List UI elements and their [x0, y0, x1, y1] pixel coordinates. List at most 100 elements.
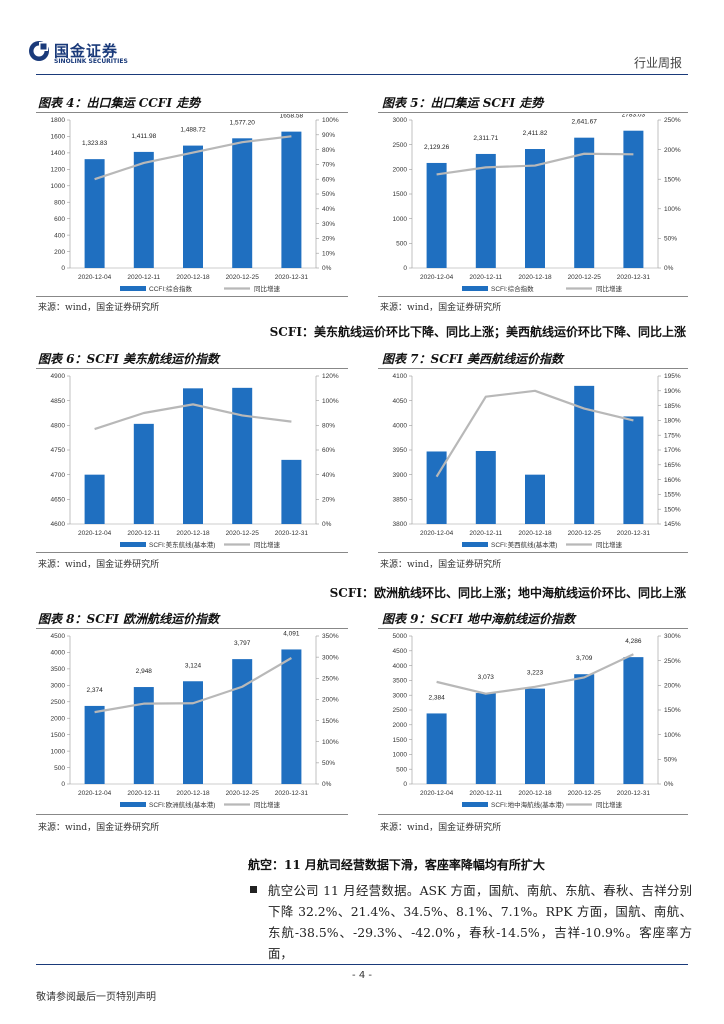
x-tick-label: 2020-12-25	[226, 790, 260, 797]
bar-data-label: 2,384	[428, 694, 445, 701]
legend-bar-swatch	[120, 286, 146, 291]
left-tick-label: 2000	[51, 715, 66, 722]
bar	[475, 450, 496, 524]
right-tick-label: 100%	[322, 398, 339, 405]
page-header: 国金证券 SINOLINK SECURITIES 行业周报	[0, 0, 724, 80]
bar-data-label: 3,223	[527, 670, 544, 677]
x-tick-label: 2020-12-04	[78, 530, 112, 537]
legend-line-label: 同比增速	[254, 284, 281, 293]
right-tick-label: 250%	[322, 675, 339, 682]
bar	[232, 387, 253, 524]
left-tick-label: 4050	[393, 398, 408, 405]
x-tick-label: 2020-12-04	[420, 530, 454, 537]
right-tick-label: 50%	[322, 760, 335, 767]
right-tick-label: 155%	[664, 492, 681, 499]
left-tick-label: 1600	[51, 134, 66, 141]
right-tick-label: 250%	[664, 658, 681, 665]
left-tick-label: 500	[396, 766, 407, 773]
right-tick-label: 200%	[322, 697, 339, 704]
x-tick-label: 2020-12-25	[568, 790, 602, 797]
aviation-paragraph: 航空公司 11 月经营数据。ASK 方面，国航、南航、东航、春秋、吉祥分别下降 …	[248, 880, 692, 964]
legend-bar-swatch	[462, 542, 488, 547]
right-tick-label: 0%	[322, 521, 332, 528]
right-tick-label: 100%	[322, 739, 339, 746]
x-tick-label: 2020-12-18	[518, 274, 552, 281]
right-tick-label: 10%	[322, 250, 335, 257]
left-tick-label: 1500	[393, 191, 408, 198]
right-tick-label: 100%	[664, 732, 681, 739]
fig6-svg: 4600 4650 4700 4750 4800 4850 4900 0% 20% 40% 60% 8…	[51, 373, 339, 549]
left-tick-label: 4500	[51, 633, 66, 640]
section-heading-eu-routes: SCFI：欧洲航线环比、同比上涨；地中海航线运价环比、同比上涨	[329, 586, 686, 600]
bar	[232, 659, 253, 784]
bar	[426, 162, 447, 268]
legend-line-label: 同比增速	[254, 540, 281, 549]
company-logo: 国金证券 SINOLINK SECURITIES	[28, 40, 138, 70]
left-tick-label: 3000	[393, 117, 408, 124]
figure-6-source-rule	[36, 552, 348, 553]
left-tick-label: 4100	[393, 373, 408, 380]
logo-icon	[29, 41, 49, 61]
x-tick-label: 2020-12-31	[275, 274, 309, 281]
right-tick-label: 50%	[664, 236, 677, 243]
legend-bar-label: SCFI:地中海航线(基本港)	[491, 800, 564, 809]
x-tick-label: 2020-12-11	[469, 530, 502, 537]
section-heading-us-routes: SCFI：美东航线运价环比下降、同比上涨；美西航线运价环比下降、同比上涨	[269, 325, 686, 339]
right-tick-label: 300%	[322, 654, 339, 661]
left-tick-label: 2000	[393, 722, 408, 729]
right-tick-label: 0%	[664, 265, 674, 272]
left-tick-label: 4800	[51, 423, 66, 430]
aviation-paragraph-text: 航空公司 11 月经营数据。ASK 方面，国航、南航、东航、春秋、吉祥分别下降 …	[268, 883, 692, 961]
x-tick-label: 2020-12-11	[469, 274, 502, 281]
figure-9-source-rule	[378, 814, 688, 815]
right-tick-label: 185%	[664, 403, 681, 410]
figure-5-source-rule	[378, 296, 688, 297]
right-tick-label: 200%	[664, 683, 681, 690]
bar-data-label: 1,323.83	[82, 140, 108, 147]
bar	[525, 474, 545, 524]
bar-data-label: 2,374	[86, 687, 103, 694]
left-tick-label: 4000	[51, 650, 66, 657]
footer-disclaimer: 敬请参阅最后一页特别声明	[36, 992, 156, 1003]
bar-data-label: 2,948	[136, 668, 153, 675]
legend-bar-swatch	[120, 542, 146, 547]
figure-9-title: 图表 9：SCFI 地中海航线运价指数	[382, 612, 576, 626]
right-tick-label: 100%	[664, 206, 681, 213]
bar	[623, 130, 644, 268]
bar	[133, 423, 154, 524]
figure-7-title: 图表 7：SCFI 美西航线运价指数	[382, 352, 564, 366]
x-tick-label: 2020-12-31	[617, 790, 651, 797]
bar-data-label: 2,411.82	[523, 130, 548, 137]
right-tick-label: 300%	[664, 633, 681, 640]
fig5-svg: 0 500 1000 1500 2000 2500 3000 0% 50% 100% 150% 200…	[393, 114, 681, 293]
right-tick-label: 70%	[322, 162, 335, 169]
right-tick-label: 120%	[322, 373, 339, 380]
x-tick-label: 2020-12-31	[275, 530, 309, 537]
right-tick-label: 250%	[664, 117, 681, 124]
figure-4-source-rule	[36, 296, 348, 297]
fig8-svg: 0 500 1000 1500 2000 2500 3000 3500 4000 4500 0% 50…	[51, 630, 339, 809]
x-tick-label: 2020-12-11	[127, 274, 160, 281]
left-tick-label: 2000	[393, 167, 408, 174]
left-tick-label: 4650	[51, 497, 66, 504]
legend-bar-swatch	[462, 802, 488, 807]
figure-8-source: 来源：wind，国金证券研究所	[38, 823, 160, 833]
figure-7-title-rule	[378, 368, 688, 369]
right-tick-label: 50%	[322, 191, 335, 198]
bar	[84, 474, 105, 524]
left-tick-label: 4500	[393, 648, 408, 655]
x-tick-label: 2020-12-18	[176, 274, 210, 281]
left-tick-label: 2500	[393, 142, 408, 149]
x-tick-label: 2020-12-04	[420, 274, 454, 281]
yoy-growth-line	[436, 152, 634, 176]
x-tick-label: 2020-12-04	[420, 790, 454, 797]
right-tick-label: 0%	[322, 265, 332, 272]
right-tick-label: 175%	[664, 432, 681, 439]
x-tick-label: 2020-12-25	[568, 530, 602, 537]
x-tick-label: 2020-12-25	[226, 274, 260, 281]
bar	[133, 151, 154, 268]
left-tick-label: 2500	[51, 699, 66, 706]
bar	[475, 153, 496, 268]
section-heading-aviation: 航空：11 月航司经营数据下滑，客座率降幅均有所扩大	[248, 858, 545, 872]
bar	[574, 137, 595, 268]
